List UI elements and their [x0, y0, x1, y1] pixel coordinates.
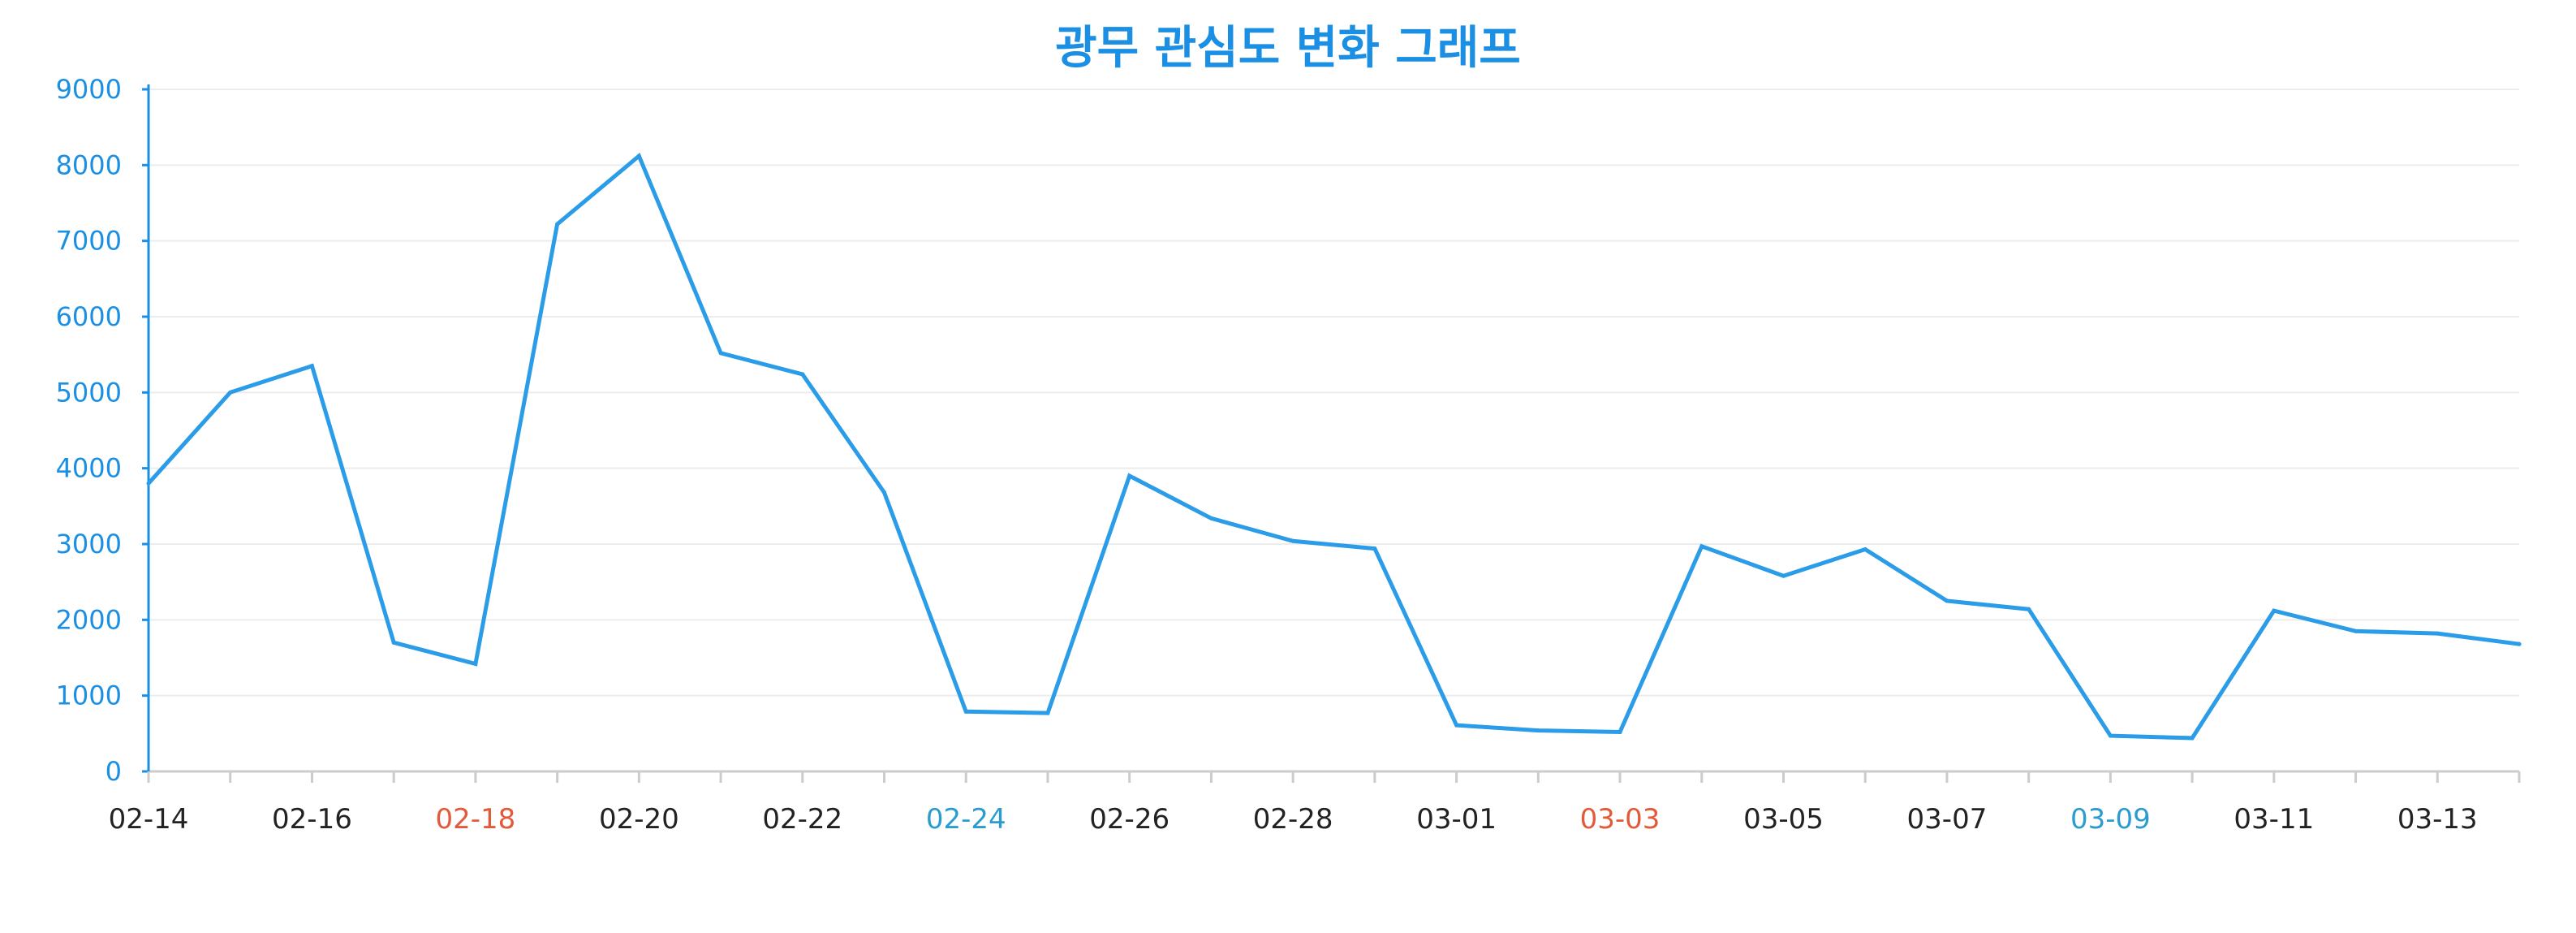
x-tick-label: 02-20	[599, 803, 679, 836]
y-tick-label: 6000	[56, 301, 122, 332]
data-point	[1945, 598, 1949, 603]
data-point	[555, 222, 560, 227]
data-point	[1781, 573, 1786, 578]
data-point	[309, 364, 314, 369]
data-point	[1127, 473, 1132, 478]
data-point	[2108, 733, 2113, 738]
y-tick-label: 9000	[56, 74, 122, 105]
y-axis-ticks: 0 1000 2000 3000 4000 5000 6000 7000 8000 9000	[56, 74, 149, 787]
x-tick-label: 03-11	[2234, 803, 2314, 836]
data-point	[1863, 547, 1867, 552]
grid-lines	[149, 89, 2519, 697]
data-point	[1045, 711, 1050, 715]
data-point	[800, 372, 805, 377]
data-point	[391, 640, 396, 645]
x-tick-label: 02-28	[1253, 803, 1333, 836]
data-point	[2190, 736, 2195, 741]
x-tick-label: 02-18	[435, 803, 515, 836]
x-tick-label: 03-03	[1580, 803, 1661, 836]
x-tick-label: 03-13	[2397, 803, 2478, 836]
data-point	[718, 351, 723, 356]
x-tick-label: 02-16	[272, 803, 352, 836]
y-tick-label: 4000	[56, 453, 122, 484]
y-tick-label: 5000	[56, 377, 122, 408]
x-tick-label: 03-05	[1743, 803, 1824, 836]
y-tick-label: 0	[106, 756, 122, 787]
y-tick-label: 2000	[56, 604, 122, 635]
data-point	[636, 153, 641, 158]
x-tick-label: 02-14	[109, 803, 189, 836]
data-point	[1454, 723, 1459, 728]
data-point	[2517, 641, 2522, 646]
y-tick-label: 3000	[56, 529, 122, 559]
data-point	[473, 661, 478, 666]
x-tick-label: 02-22	[762, 803, 842, 836]
data-point	[228, 390, 233, 395]
y-tick-label: 8000	[56, 149, 122, 180]
x-tick-label: 03-01	[1416, 803, 1497, 836]
data-point	[1372, 546, 1377, 551]
data-point	[146, 481, 151, 486]
x-tick-label: 02-24	[926, 803, 1006, 836]
x-tick-label: 03-07	[1907, 803, 1988, 836]
data-point	[1208, 516, 1213, 520]
data-point	[1699, 544, 1704, 549]
y-tick-label: 7000	[56, 226, 122, 257]
data-point	[882, 490, 887, 495]
data-point	[1536, 728, 1540, 733]
x-tick-label: 02-26	[1089, 803, 1170, 836]
data-point	[2354, 628, 2358, 633]
data-point	[1290, 538, 1295, 543]
y-tick-label: 1000	[56, 680, 122, 711]
series-line	[146, 153, 2522, 741]
x-axis-ticks: 02-14 02-16 02-18 02-20 02-22 02-24 02-26 02-28…	[109, 771, 2521, 836]
data-point	[2435, 631, 2440, 636]
axes	[147, 84, 2519, 773]
data-point	[2272, 608, 2277, 613]
x-tick-label: 03-09	[2070, 803, 2151, 836]
data-point	[2027, 607, 2031, 611]
series-layer	[146, 153, 2522, 741]
data-point	[963, 709, 968, 714]
chart-title: 광무 관심도 변화 그래프	[1055, 22, 1521, 75]
data-point	[1618, 729, 1622, 734]
